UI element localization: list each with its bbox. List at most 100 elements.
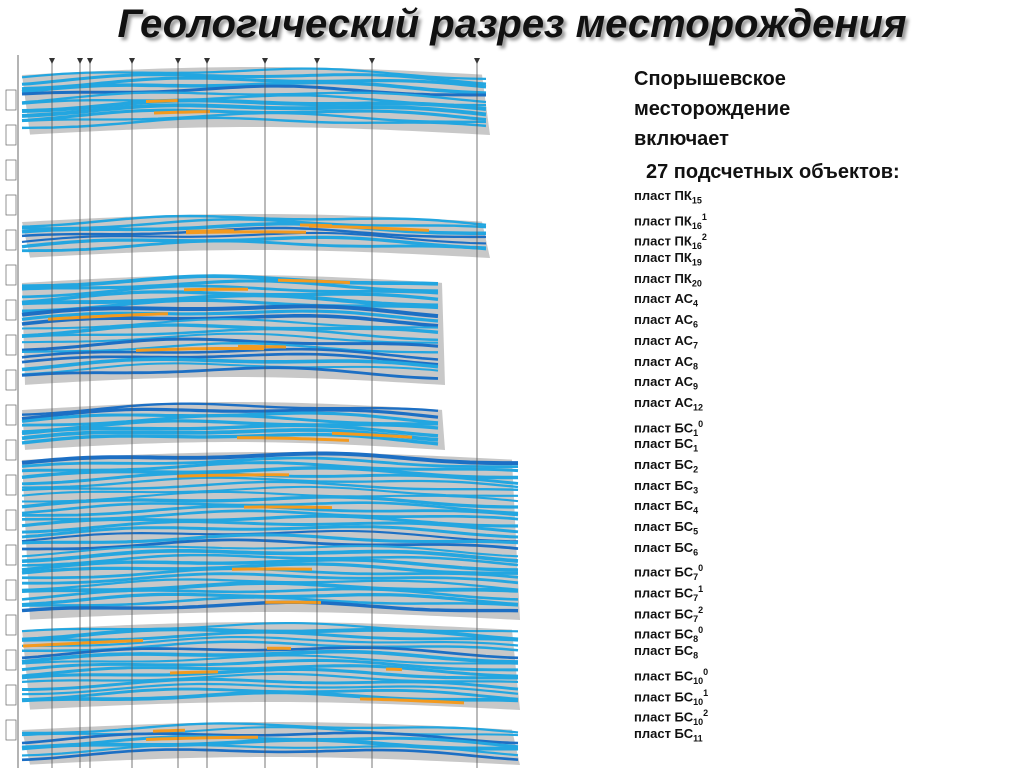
oil-layer [153, 110, 211, 115]
object-item: пласт БС3 [634, 476, 708, 497]
sand-layer [21, 748, 519, 762]
object-name: пласт АС [634, 312, 694, 328]
frame-box [5, 229, 17, 251]
sand-layer [21, 646, 519, 660]
sand-layer [21, 529, 519, 543]
sand-layer [21, 91, 487, 104]
object-item: пласт БС71 [634, 579, 708, 603]
object-subscript: 4 [693, 505, 699, 516]
oil-layer [145, 735, 258, 741]
oil-layer [183, 287, 248, 292]
oil-layer [237, 436, 350, 442]
object-name: пласт БС [634, 477, 694, 493]
frame-box [5, 474, 17, 496]
sand-layer [22, 476, 519, 489]
well-head [204, 58, 210, 64]
object-name: пласт ПК [634, 270, 692, 286]
well-head [129, 58, 135, 64]
sand-layer [21, 580, 519, 593]
sand-layer [21, 545, 519, 558]
sand-layer [21, 682, 519, 696]
oil-layer [169, 670, 219, 675]
object-superscript: 0 [698, 563, 704, 574]
sand-layer [21, 318, 439, 330]
sand-layer [21, 304, 439, 319]
sand-layer [21, 73, 487, 86]
sand-layer [21, 103, 487, 118]
object-name: пласт БС [634, 688, 694, 704]
description-line: включает [634, 128, 729, 150]
sand-layer [21, 218, 487, 230]
sand-layer [21, 274, 439, 289]
well-head [262, 58, 268, 64]
object-subscript: 3 [693, 485, 699, 496]
sand-layer [22, 239, 487, 253]
description-line: 27 подсчетных объектов: [646, 161, 900, 183]
sand-layer [21, 332, 438, 344]
object-item: пласт ПК19 [634, 248, 708, 269]
sand-layer [21, 290, 439, 304]
frame-box [5, 509, 17, 531]
oil-layer [359, 697, 465, 705]
frame-box [5, 159, 17, 181]
object-subscript: 8 [693, 361, 699, 372]
sand-layer [21, 432, 439, 446]
sand-layer [21, 342, 438, 354]
object-name: пласт ПК [634, 188, 692, 203]
description: Спорышевское месторождение включает 27 подс… [634, 64, 900, 190]
sand-layer [21, 658, 518, 672]
sand-layer [21, 548, 519, 564]
well-head [314, 58, 320, 64]
object-name: пласт БС [634, 585, 694, 601]
oil-layer [145, 99, 179, 103]
object-superscript: 0 [698, 418, 704, 429]
sand-layer [21, 362, 439, 376]
object-subscript: 7 [693, 572, 699, 583]
sand-layer [21, 366, 439, 380]
object-name: пласт БС [634, 436, 694, 452]
oil-layer [152, 728, 186, 733]
sand-layer [21, 485, 518, 497]
object-superscript: 2 [698, 604, 704, 615]
object-superscript: 2 [701, 232, 707, 243]
sand-layer [21, 456, 518, 468]
frame-box [5, 614, 17, 636]
object-subscript: 9 [693, 381, 699, 392]
sand-layer [21, 480, 519, 492]
oil-layer [385, 667, 403, 672]
sand-layer [21, 451, 518, 466]
object-name: пласт БС [634, 519, 694, 534]
frame-box [5, 194, 17, 216]
object-name: пласт АС [634, 332, 694, 348]
oil-layer [185, 229, 235, 233]
object-name: пласт АС [634, 394, 694, 410]
object-subscript: 2 [693, 464, 699, 475]
sand-layer [21, 111, 487, 124]
sand-layer [21, 76, 487, 91]
object-subscript: 20 [691, 278, 702, 289]
sand-layer [21, 501, 519, 515]
object-item: пласт АС12 [634, 393, 708, 414]
sand-layer [22, 538, 519, 551]
frame-box [5, 369, 17, 391]
sand-layer [21, 293, 439, 308]
object-subscript: 15 [691, 195, 702, 206]
frame-box [5, 579, 17, 601]
sand-layer [21, 596, 519, 607]
object-item: пласт БС72 [634, 600, 708, 624]
sand-layer [21, 587, 519, 601]
object-item: пласт БС8 [634, 641, 708, 662]
object-superscript: 0 [703, 666, 709, 677]
object-subscript: 10 [693, 717, 704, 728]
sand-layer [21, 347, 439, 361]
object-name: пласт БС [634, 606, 694, 622]
frame-box [5, 264, 17, 286]
object-name: пласт БС [634, 668, 694, 684]
object-subscript: 16 [691, 241, 702, 252]
object-item: пласт ПК20 [634, 269, 708, 290]
frame-box [5, 649, 17, 671]
oil-layer [308, 224, 430, 232]
object-item: пласт АС4 [634, 289, 708, 310]
sand-layer [21, 235, 487, 250]
